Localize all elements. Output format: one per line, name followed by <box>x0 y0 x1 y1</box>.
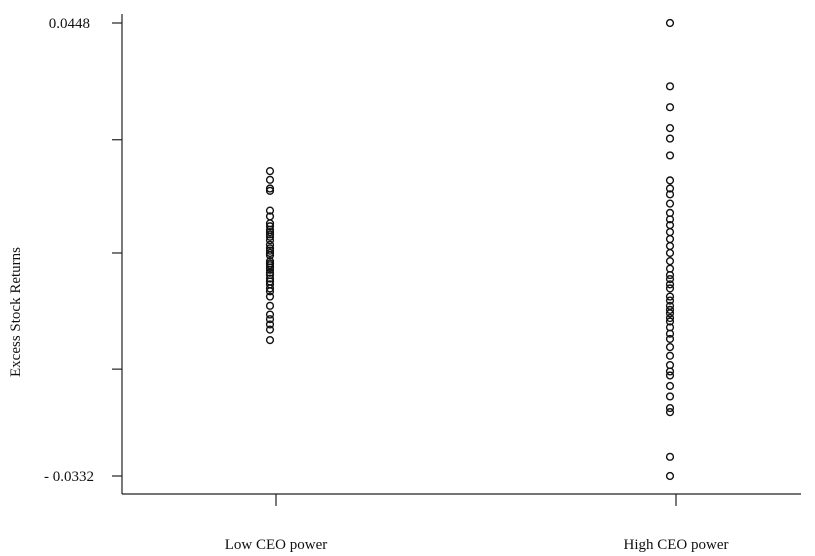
point-low-ceo-power-0 <box>265 166 275 176</box>
point-low-ceo-power-16 <box>265 248 275 258</box>
x-tick-label-high-ceo-power: High CEO power <box>624 537 729 553</box>
point-high-ceo-power-33 <box>665 342 675 352</box>
point-high-ceo-power-27 <box>665 309 675 318</box>
point-high-ceo-power-8 <box>665 190 675 199</box>
point-low-ceo-power-1 <box>265 175 275 184</box>
point-low-ceo-power-21 <box>265 263 275 272</box>
point-high-ceo-power-34 <box>665 351 675 360</box>
point-low-ceo-power-31 <box>265 301 275 310</box>
point-high-ceo-power-11 <box>665 215 675 224</box>
data-points <box>265 18 675 481</box>
point-low-ceo-power-17 <box>265 251 275 260</box>
point-low-ceo-power-11 <box>265 232 275 241</box>
y-axis-label: Excess Stock Returns <box>8 247 24 377</box>
y-tick-labels: 0.0448 - 0.0332 <box>44 16 94 485</box>
x-tick-label-low-ceo-power: Low CEO power <box>225 537 327 553</box>
point-high-ceo-power-17 <box>665 257 675 266</box>
point-low-ceo-power-34 <box>265 320 275 329</box>
point-low-ceo-power-7 <box>265 222 275 231</box>
point-high-ceo-power-9 <box>665 199 675 208</box>
point-high-ceo-power-23 <box>665 292 675 301</box>
x-tick-labels: Low CEO power High CEO power <box>225 537 729 553</box>
point-high-ceo-power-29 <box>665 317 675 326</box>
point-low-ceo-power-10 <box>265 230 275 239</box>
point-high-ceo-power-43 <box>665 471 675 481</box>
point-high-ceo-power-19 <box>665 270 675 280</box>
point-high-ceo-power-41 <box>665 408 675 417</box>
y-tick-label-min: - 0.0332 <box>44 469 94 485</box>
point-high-ceo-power-2 <box>665 103 675 112</box>
point-high-ceo-power-15 <box>665 241 675 251</box>
point-high-ceo-power-0 <box>665 18 675 28</box>
point-low-ceo-power-2 <box>265 184 275 193</box>
point-low-ceo-power-25 <box>265 274 275 283</box>
point-high-ceo-power-7 <box>665 184 675 193</box>
point-low-ceo-power-4 <box>265 206 275 215</box>
point-high-ceo-power-31 <box>665 329 675 338</box>
point-high-ceo-power-38 <box>665 381 675 391</box>
point-high-ceo-power-28 <box>665 313 675 323</box>
point-high-ceo-power-40 <box>665 403 675 413</box>
point-high-ceo-power-37 <box>665 371 675 380</box>
point-high-ceo-power-32 <box>665 334 675 344</box>
point-high-ceo-power-25 <box>665 301 675 310</box>
point-high-ceo-power-14 <box>665 234 675 244</box>
point-high-ceo-power-3 <box>665 124 675 133</box>
point-low-ceo-power-23 <box>265 268 275 277</box>
point-low-ceo-power-22 <box>265 265 275 274</box>
point-low-ceo-power-12 <box>265 236 275 245</box>
axes <box>121 14 801 495</box>
point-low-ceo-power-36 <box>265 336 275 345</box>
point-low-ceo-power-9 <box>265 227 275 237</box>
point-high-ceo-power-21 <box>665 280 675 289</box>
point-high-ceo-power-22 <box>665 284 675 293</box>
point-high-ceo-power-26 <box>665 305 675 315</box>
x-ticks <box>275 494 677 506</box>
point-high-ceo-power-36 <box>665 367 675 376</box>
point-low-ceo-power-30 <box>265 292 275 301</box>
point-high-ceo-power-1 <box>665 82 675 91</box>
point-low-ceo-power-35 <box>265 325 275 334</box>
point-low-ceo-power-29 <box>265 287 275 296</box>
point-high-ceo-power-42 <box>665 452 675 461</box>
point-low-ceo-power-15 <box>265 246 275 255</box>
y-ticks <box>112 22 122 477</box>
point-low-ceo-power-20 <box>265 261 275 270</box>
point-low-ceo-power-28 <box>265 284 275 293</box>
point-high-ceo-power-4 <box>665 134 675 143</box>
point-low-ceo-power-13 <box>265 240 275 249</box>
point-high-ceo-power-24 <box>665 296 675 305</box>
point-low-ceo-power-3 <box>265 186 275 195</box>
point-high-ceo-power-13 <box>665 227 675 237</box>
point-low-ceo-power-33 <box>265 315 275 324</box>
point-low-ceo-power-32 <box>265 310 275 319</box>
y-tick-label-max: 0.0448 <box>49 16 90 32</box>
point-high-ceo-power-39 <box>665 392 675 401</box>
point-high-ceo-power-16 <box>665 248 675 258</box>
point-high-ceo-power-6 <box>665 176 675 185</box>
point-high-ceo-power-5 <box>665 151 675 160</box>
point-high-ceo-power-20 <box>665 275 675 284</box>
